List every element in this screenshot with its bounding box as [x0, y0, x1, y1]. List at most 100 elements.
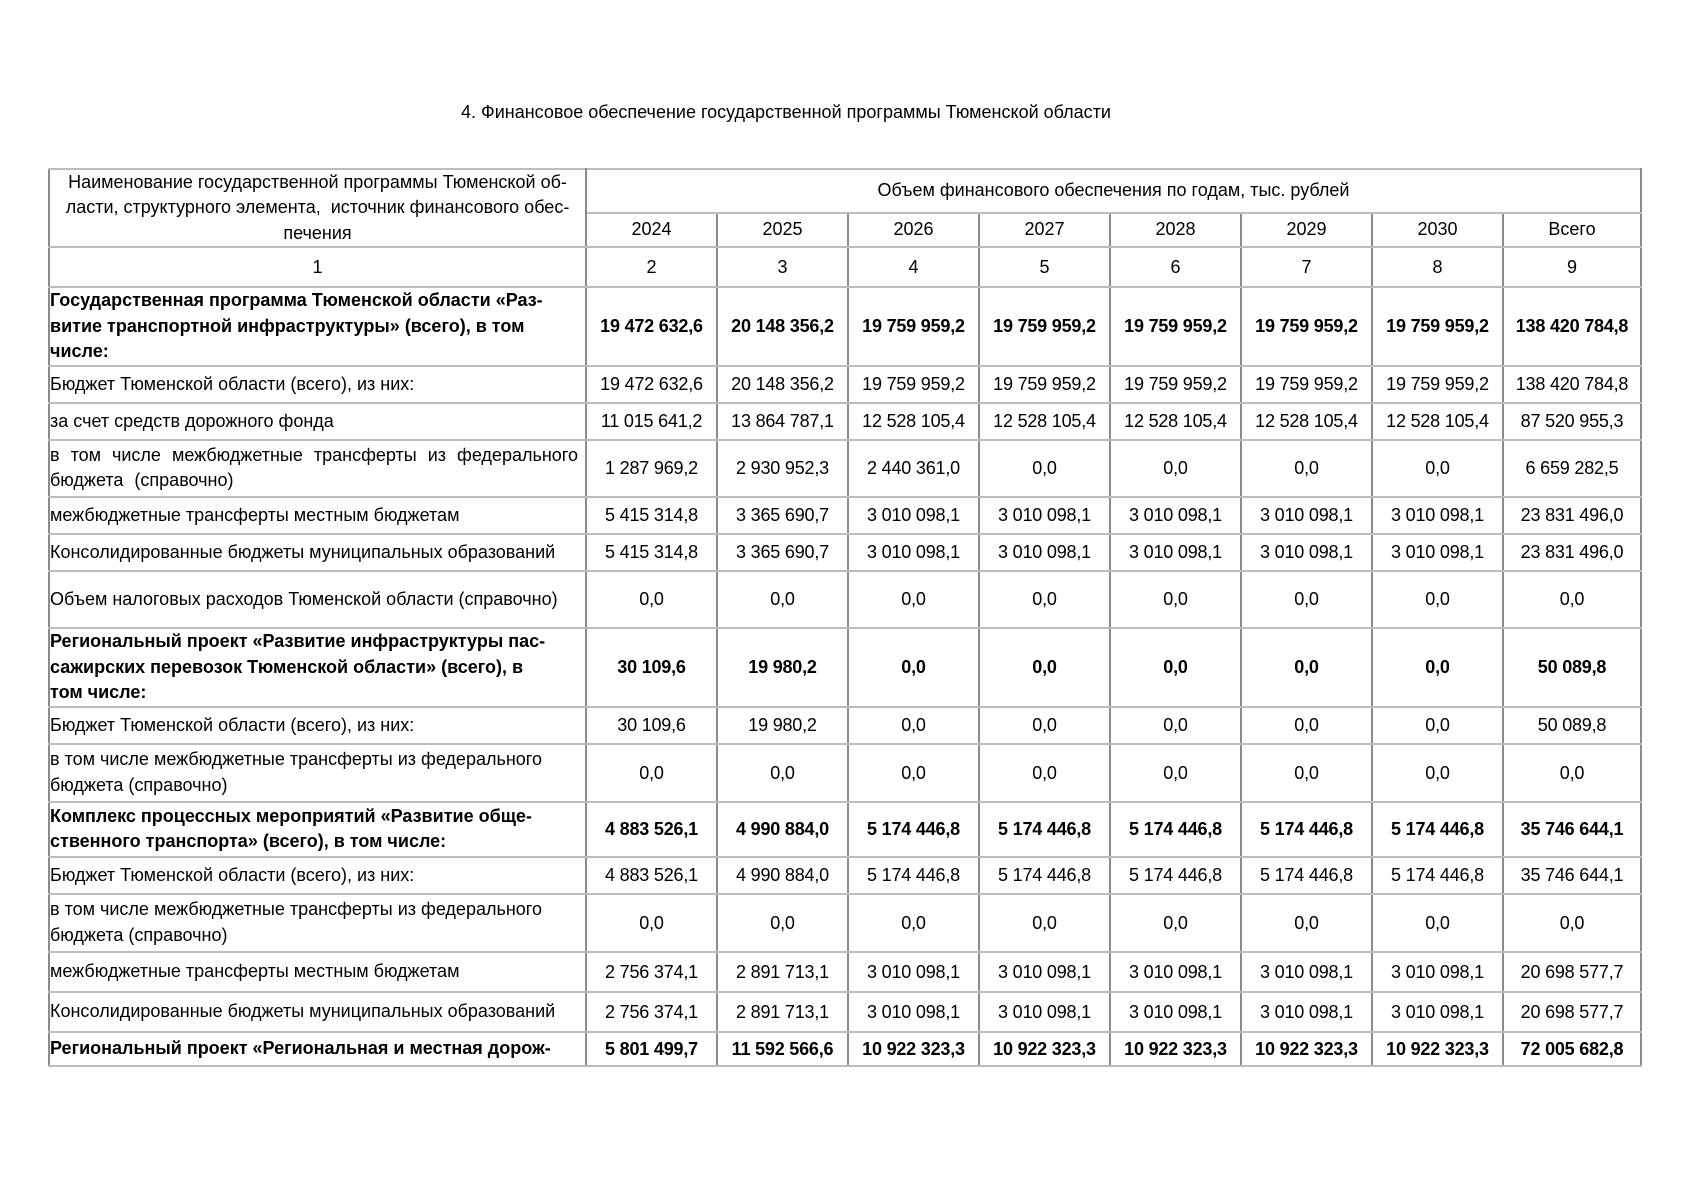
row-label: Бюджет Тюменской области (всего), из них…	[48, 705, 587, 745]
volume-header: Объем финансового обеспечения по годам, …	[585, 167, 1642, 214]
value-cell: 3 010 098,1	[847, 990, 980, 1033]
value-cell: 3 010 098,1	[1240, 990, 1373, 1033]
value-cell: 0,0	[1240, 742, 1373, 803]
value-cell: 5 174 446,8	[1109, 800, 1242, 858]
year-header-2030: 2030	[1371, 211, 1504, 249]
value-cell: 2 891 713,1	[716, 990, 849, 1033]
value-cell: 19 759 959,2	[1240, 364, 1373, 404]
value-cell: 0,0	[1371, 438, 1504, 498]
value-cell: 0,0	[978, 892, 1111, 953]
row-label: Бюджет Тюменской области (всего), из них…	[48, 855, 587, 895]
row-label: Региональный проект «Региональная и мест…	[48, 1030, 587, 1067]
table-row: Объем налоговых расходов Тюменской облас…	[48, 569, 1642, 629]
value-cell: 23 831 496,0	[1502, 495, 1642, 535]
value-cell: 19 759 959,2	[847, 286, 980, 367]
value-cell: 3 365 690,7	[716, 532, 849, 572]
value-cell: 5 174 446,8	[847, 800, 980, 858]
table-row: в том числе межбюджетные трансферты из ф…	[48, 438, 1642, 498]
value-cell: 2 756 374,1	[585, 990, 718, 1033]
value-cell: 5 174 446,8	[1371, 855, 1504, 895]
value-cell: 5 415 314,8	[585, 495, 718, 535]
value-cell: 0,0	[1109, 892, 1242, 953]
value-cell: 0,0	[716, 892, 849, 953]
column-number: 4	[847, 246, 980, 289]
table-row: Консолидированные бюджеты муниципальных …	[48, 990, 1642, 1033]
value-cell: 5 174 446,8	[978, 800, 1111, 858]
table-row: Бюджет Тюменской области (всего), из них…	[48, 855, 1642, 895]
value-cell: 12 528 105,4	[847, 401, 980, 441]
value-cell: 3 010 098,1	[1371, 532, 1504, 572]
value-cell: 12 528 105,4	[1371, 401, 1504, 441]
value-cell: 0,0	[1109, 438, 1242, 498]
value-cell: 0,0	[1371, 892, 1504, 953]
value-cell: 0,0	[1109, 569, 1242, 629]
value-cell: 2 440 361,0	[847, 438, 980, 498]
value-cell: 4 990 884,0	[716, 800, 849, 858]
value-cell: 4 883 526,1	[585, 800, 718, 858]
value-cell: 0,0	[847, 626, 980, 708]
value-cell: 5 174 446,8	[847, 855, 980, 895]
value-cell: 0,0	[1109, 705, 1242, 745]
row-label: Региональный проект «Развитие инфраструк…	[48, 626, 587, 708]
value-cell: 138 420 784,8	[1502, 286, 1642, 367]
column-number: 9	[1502, 246, 1642, 289]
value-cell: 10 922 323,3	[847, 1030, 980, 1067]
value-cell: 5 174 446,8	[1240, 800, 1373, 858]
value-cell: 19 759 959,2	[1109, 364, 1242, 404]
value-cell: 20 698 577,7	[1502, 950, 1642, 993]
column-number: 6	[1109, 246, 1242, 289]
column-number: 8	[1371, 246, 1504, 289]
value-cell: 12 528 105,4	[978, 401, 1111, 441]
value-cell: 138 420 784,8	[1502, 364, 1642, 404]
value-cell: 50 089,8	[1502, 626, 1642, 708]
value-cell: 3 010 098,1	[978, 990, 1111, 1033]
year-header-2027: 2027	[978, 211, 1111, 249]
value-cell: 35 746 644,1	[1502, 855, 1642, 895]
value-cell: 19 472 632,6	[585, 286, 718, 367]
value-cell: 3 365 690,7	[716, 495, 849, 535]
value-cell: 20 148 356,2	[716, 286, 849, 367]
year-header-2025: 2025	[716, 211, 849, 249]
value-cell: 0,0	[1240, 438, 1373, 498]
row-label: за счет средств дорожного фонда	[48, 401, 587, 441]
value-cell: 3 010 098,1	[1371, 495, 1504, 535]
year-header-2028: 2028	[1109, 211, 1242, 249]
table-row: Региональный проект «Региональная и мест…	[48, 1030, 1642, 1067]
value-cell: 19 759 959,2	[847, 364, 980, 404]
value-cell: 2 756 374,1	[585, 950, 718, 993]
value-cell: 19 759 959,2	[1371, 286, 1504, 367]
value-cell: 0,0	[978, 742, 1111, 803]
value-cell: 35 746 644,1	[1502, 800, 1642, 858]
value-cell: 0,0	[847, 705, 980, 745]
table-row: Бюджет Тюменской области (всего), из них…	[48, 705, 1642, 745]
column-number: 7	[1240, 246, 1373, 289]
value-cell: 19 759 959,2	[978, 364, 1111, 404]
value-cell: 0,0	[978, 626, 1111, 708]
row-label: Консолидированные бюджеты муниципальных …	[48, 532, 587, 572]
value-cell: 3 010 098,1	[1240, 532, 1373, 572]
value-cell: 87 520 955,3	[1502, 401, 1642, 441]
value-cell: 10 922 323,3	[1240, 1030, 1373, 1067]
value-cell: 0,0	[1502, 892, 1642, 953]
value-cell: 0,0	[1502, 569, 1642, 629]
value-cell: 3 010 098,1	[1109, 990, 1242, 1033]
value-cell: 72 005 682,8	[1502, 1030, 1642, 1067]
value-cell: 2 930 952,3	[716, 438, 849, 498]
value-cell: 5 174 446,8	[978, 855, 1111, 895]
value-cell: 4 883 526,1	[585, 855, 718, 895]
table-row: Комплекс процессных мероприятий «Развити…	[48, 800, 1642, 858]
table-row: Региональный проект «Развитие инфраструк…	[48, 626, 1642, 708]
value-cell: 12 528 105,4	[1109, 401, 1242, 441]
table-body: Государственная программа Тюменской обла…	[48, 286, 1642, 1067]
value-cell: 5 174 446,8	[1371, 800, 1504, 858]
value-cell: 10 922 323,3	[978, 1030, 1111, 1067]
table-row: Государственная программа Тюменской обла…	[48, 286, 1642, 367]
value-cell: 1 287 969,2	[585, 438, 718, 498]
value-cell: 0,0	[847, 892, 980, 953]
value-cell: 19 980,2	[716, 705, 849, 745]
header-row-top: Наименование государственной программы Т…	[48, 167, 1642, 249]
value-cell: 6 659 282,5	[1502, 438, 1642, 498]
value-cell: 30 109,6	[585, 626, 718, 708]
value-cell: 12 528 105,4	[1240, 401, 1373, 441]
value-cell: 0,0	[1371, 742, 1504, 803]
